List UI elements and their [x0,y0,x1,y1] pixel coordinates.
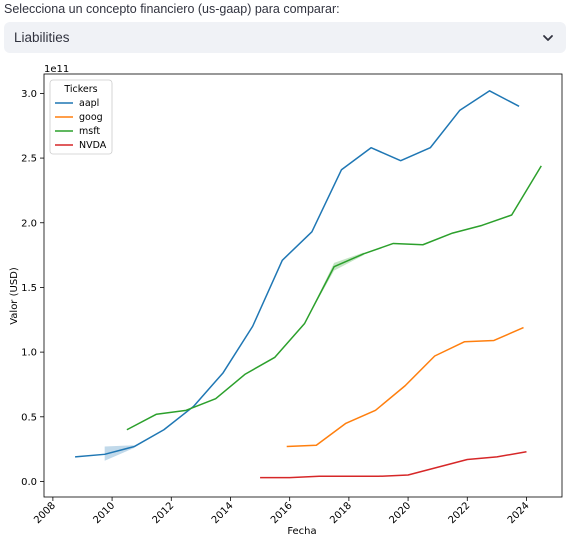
x-tick-label: 2018 [328,500,354,526]
confidence-band-msft [304,252,364,324]
y-tick-label: 0.5 [21,412,37,423]
chevron-down-icon[interactable] [542,32,554,44]
legend-entry-NVDA: NVDA [79,140,107,151]
concept-select-value: Liabilities [14,30,70,45]
y-scale-label: 1e11 [44,64,69,75]
y-tick-label: 1.0 [21,348,37,359]
x-tick-label: 2014 [210,500,236,526]
x-tick-label: 2020 [387,500,413,526]
legend-entry-msft: msft [79,126,100,137]
plot-frame [43,73,563,498]
y-tick-label: 3.0 [21,89,37,100]
y-tick-label: 0.0 [21,477,37,488]
series-line-msft [126,165,542,431]
legend-box [49,79,113,155]
selector-label: Selecciona un concepto financiero (us-ga… [4,2,340,16]
x-tick-label: 2008 [32,500,58,526]
series-line-NVDA [260,450,527,479]
y-tick-label: 2.0 [21,218,37,229]
legend-entry-goog: goog [79,112,103,123]
x-axis-label: Fecha [287,526,316,537]
y-tick-label: 2.5 [21,154,37,165]
legend-entry-aapl: aapl [79,98,99,109]
x-tick-label: 2012 [151,500,177,526]
y-tick-label: 1.5 [21,283,37,294]
concept-select[interactable]: Liabilities [4,22,566,53]
x-tick-label: 2022 [447,500,473,526]
legend-title: Tickers [63,84,97,95]
y-axis-label: Valor (USD) [9,267,20,325]
x-tick-label: 2010 [91,500,117,526]
liabilities-line-chart: 1e11 Valor (USD) Fecha 0.0 0.5 1.0 1.5 2.0 2.… [9,64,563,537]
series-line-aapl [75,90,520,458]
series-line-goog [286,326,524,448]
x-tick-label: 2016 [269,500,295,526]
x-tick-label: 2024 [506,500,532,526]
